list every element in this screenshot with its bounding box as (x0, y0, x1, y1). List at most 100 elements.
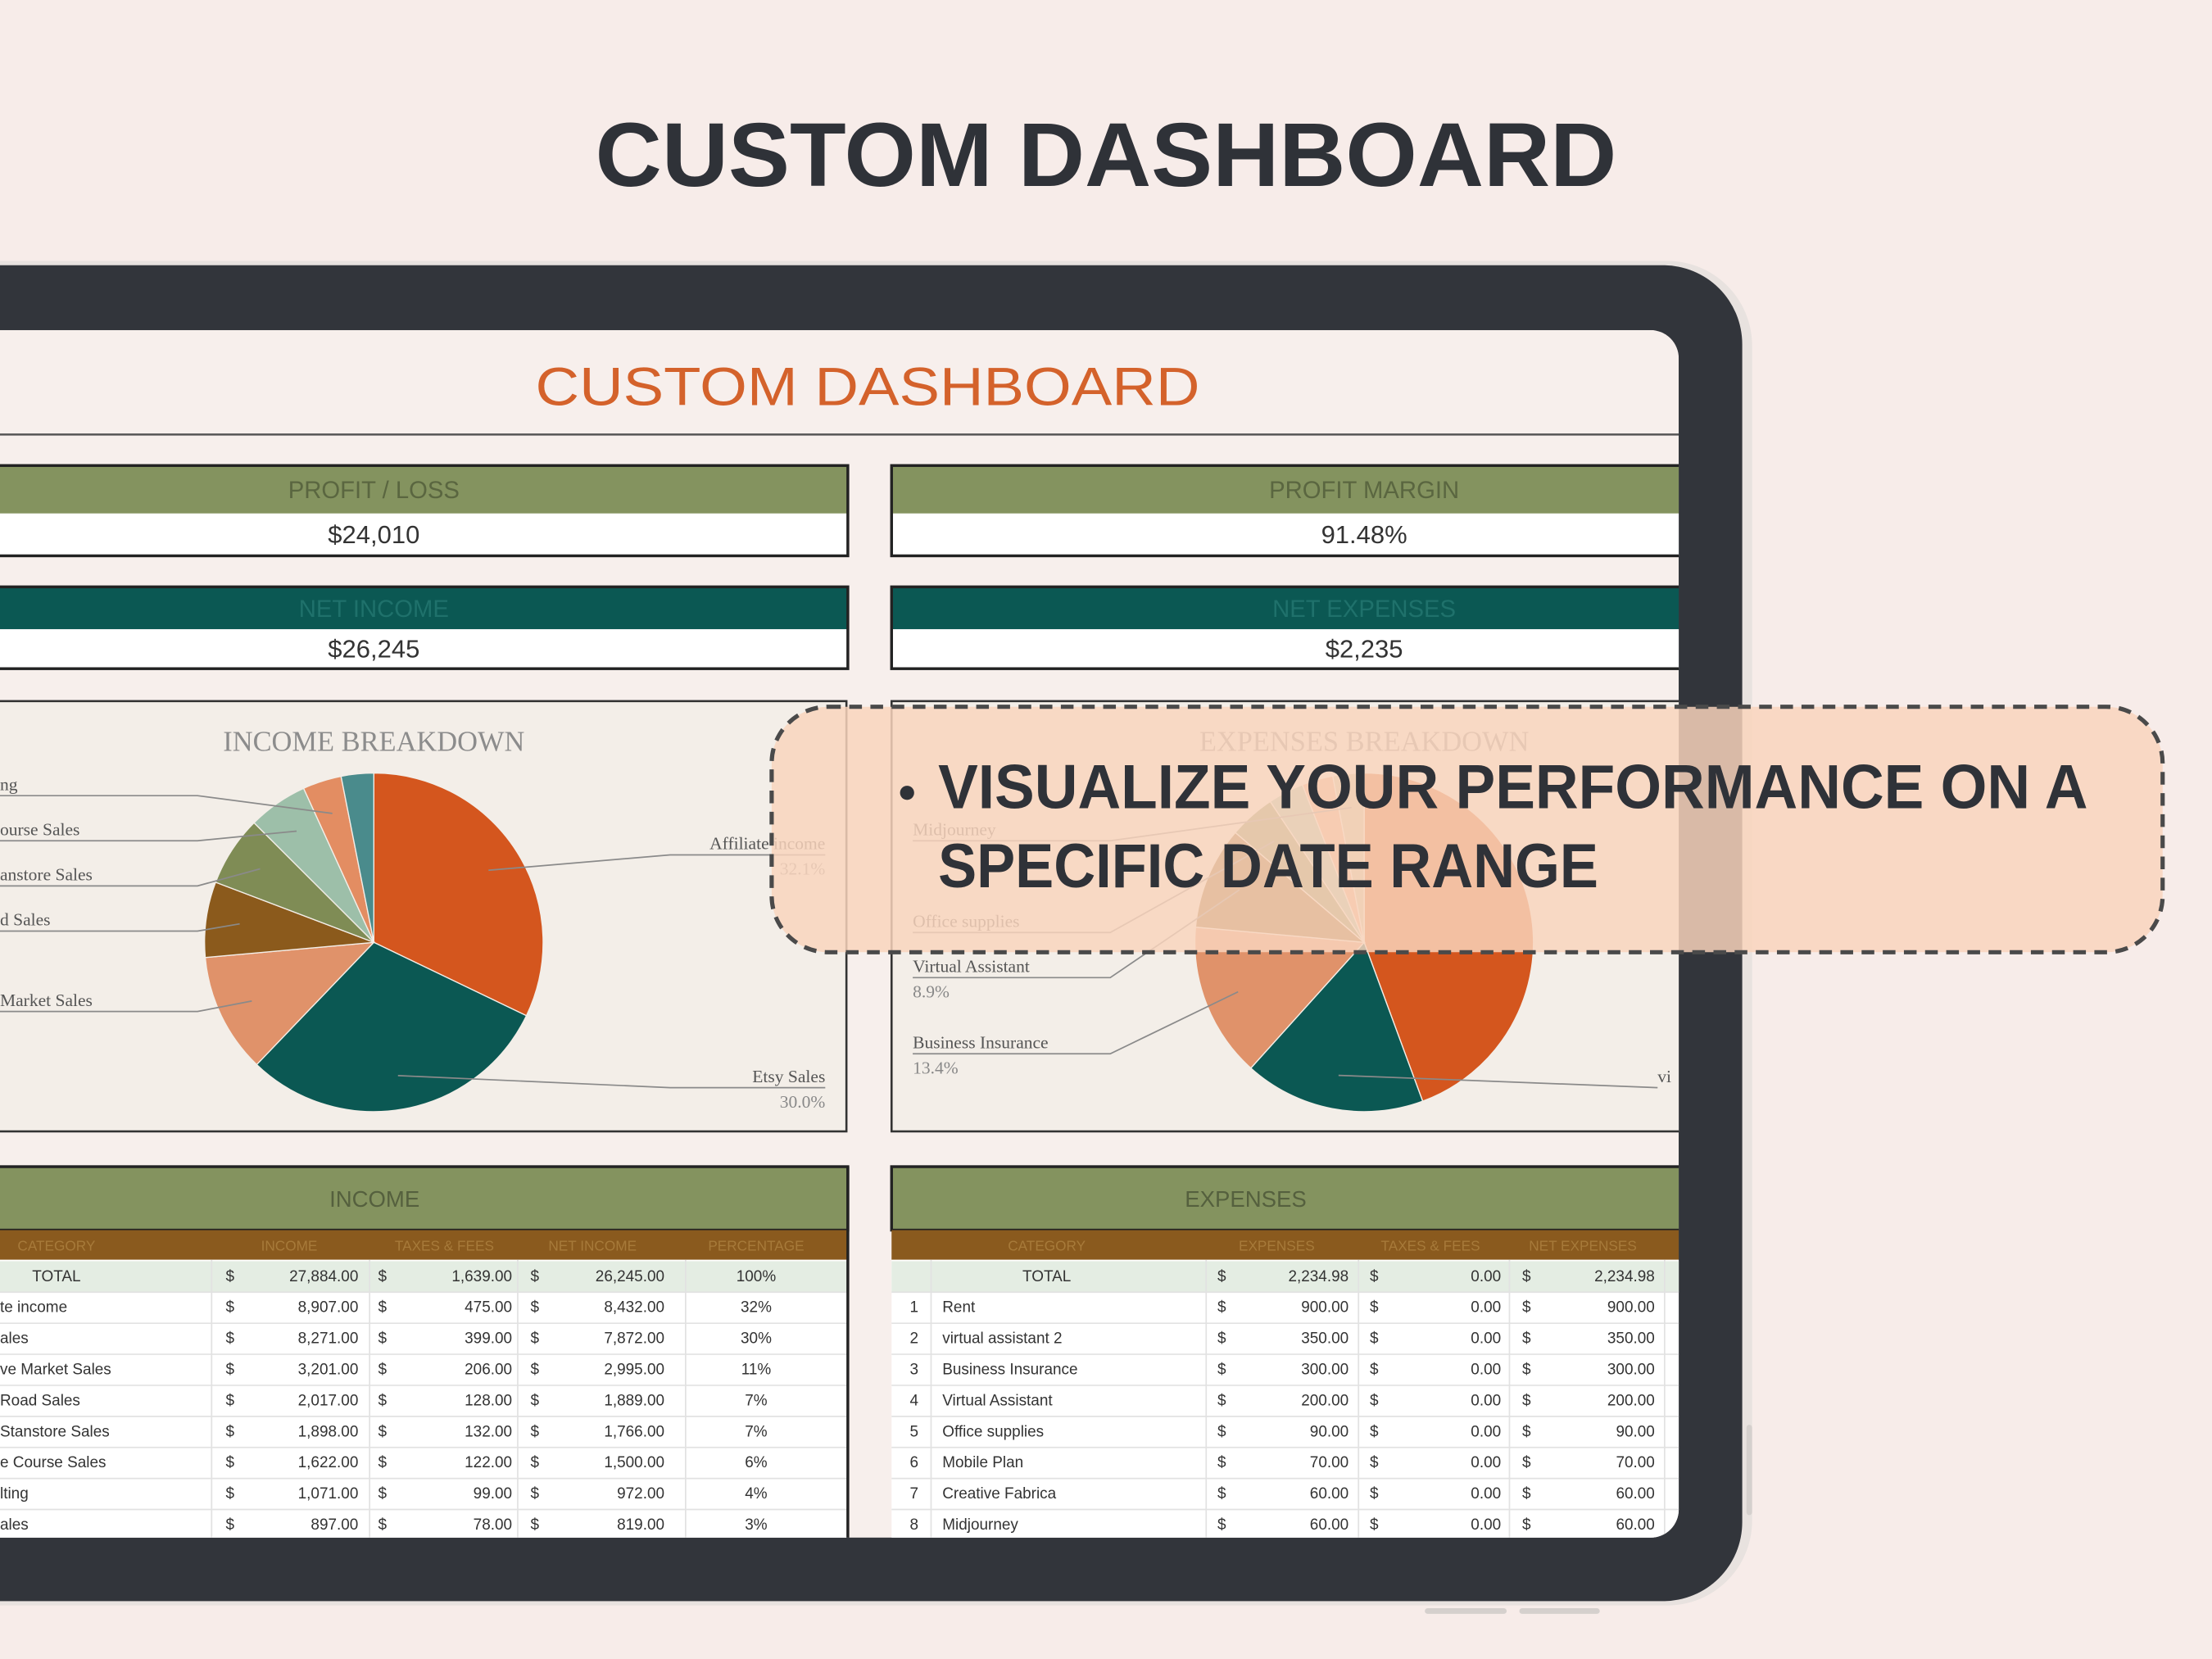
currency-sign: $ (1370, 1423, 1379, 1440)
slice-label: Market Sales (0, 990, 93, 1010)
currency-sign: $ (378, 1330, 387, 1348)
table-cell: 30% (741, 1330, 772, 1348)
currency-sign: $ (530, 1268, 539, 1285)
heading: CUSTOM DASHBOARD (596, 105, 1617, 206)
table-cell: 70.00 (1310, 1454, 1349, 1471)
kpi-value-cell (891, 513, 1679, 556)
table-cell: 90.00 (1310, 1423, 1349, 1440)
currency-sign: $ (1370, 1485, 1379, 1503)
table-cell: Business Insurance (942, 1362, 1077, 1379)
table-cell: 1,766.00 (604, 1423, 664, 1440)
table-cell: 0.00 (1471, 1454, 1501, 1471)
table-cell: 128.00 (465, 1392, 512, 1409)
table-cell: 0.00 (1471, 1299, 1501, 1317)
kpi-border (890, 464, 1679, 558)
table-cell: 60.00 (1616, 1485, 1654, 1503)
table-cell: 0.00 (1471, 1268, 1501, 1285)
slice-label: Etsy Sales (752, 1067, 825, 1086)
currency-sign: $ (1370, 1330, 1379, 1348)
table-cell: 2,017.00 (298, 1392, 359, 1409)
pie-slice (204, 941, 376, 1066)
currency-sign: $ (378, 1299, 387, 1317)
table-cell: 300.00 (1607, 1362, 1655, 1379)
table-cell: 2,234.98 (1288, 1268, 1349, 1285)
callout: VISUALIZE YOUR PERFORMANCE ON A SPECIFIC… (769, 705, 2165, 954)
currency-sign: $ (378, 1392, 387, 1409)
kpi-value: $24,010 (328, 520, 419, 549)
currency-sign: $ (226, 1485, 235, 1503)
table-title: EXPENSES (1185, 1186, 1307, 1212)
table-cell: lting (0, 1485, 29, 1503)
kpi-label: NET INCOME (299, 596, 449, 623)
currency-sign: $ (1370, 1516, 1379, 1534)
table-cell: 206.00 (465, 1362, 512, 1379)
currency-sign: $ (378, 1516, 387, 1534)
table-cell: virtual assistant 2 (942, 1330, 1062, 1348)
kpi-value: $26,245 (328, 635, 419, 664)
currency-sign: $ (1217, 1485, 1226, 1503)
currency-sign: $ (1370, 1268, 1379, 1285)
table-cell: 475.00 (465, 1299, 512, 1317)
table-cell: 8,271.00 (298, 1330, 359, 1348)
currency-sign: $ (1370, 1299, 1379, 1317)
currency-sign: $ (1522, 1454, 1531, 1471)
kpi-border (0, 464, 850, 558)
slice-label: ourse Sales (0, 820, 79, 840)
table-cell: 1,071.00 (298, 1485, 359, 1503)
slice-value-label: 13.4% (913, 1058, 959, 1078)
callout-text: SPECIFIC DATE RANGE (938, 832, 1598, 901)
slice-value-label: 8.9% (913, 982, 950, 1002)
column-header: EXPENSES (1239, 1237, 1315, 1253)
table-cell: TOTAL (1022, 1268, 1071, 1285)
leader-line (1338, 1074, 1658, 1089)
table-cell: 7% (745, 1423, 768, 1440)
table-cell: 350.00 (1607, 1330, 1655, 1348)
bullet (900, 786, 914, 800)
table-cell: 122.00 (465, 1454, 512, 1471)
table-cell: 1,500.00 (604, 1454, 664, 1471)
column-header: TAXES & FEES (1380, 1237, 1480, 1253)
kpi-label: PROFIT / LOSS (288, 478, 460, 504)
kpi-value: 91.48% (1321, 520, 1407, 549)
table-cell: 60.00 (1310, 1516, 1349, 1534)
column-header: NET EXPENSES (1529, 1237, 1637, 1253)
column-header-row (891, 1230, 1679, 1260)
table-cell: 5 (910, 1423, 919, 1440)
table-cell: Rent (942, 1299, 976, 1317)
table-cell: 60.00 (1310, 1485, 1349, 1503)
currency-sign: $ (1522, 1362, 1531, 1379)
currency-sign: $ (1217, 1330, 1226, 1348)
table-cell: 1,898.00 (298, 1423, 359, 1440)
table-cell: 1 (910, 1299, 919, 1317)
pie-slice (256, 941, 528, 1113)
table-cell: 819.00 (617, 1516, 664, 1534)
currency-sign: $ (530, 1454, 539, 1471)
currency-sign: $ (1217, 1516, 1226, 1534)
column-header: PERCENTAGE (708, 1237, 804, 1253)
table-cell: 2,995.00 (604, 1362, 664, 1379)
column-header: INCOME (261, 1237, 318, 1253)
currency-sign: $ (226, 1516, 235, 1534)
table-cell: 0.00 (1471, 1423, 1501, 1440)
currency-sign: $ (226, 1268, 235, 1285)
table-cell: 0.00 (1471, 1392, 1501, 1409)
table-cell: TOTAL (32, 1268, 80, 1285)
table-cell: 897.00 (310, 1516, 358, 1534)
slice-label: d Sales (0, 910, 51, 930)
currency-sign: $ (226, 1454, 235, 1471)
currency-sign: $ (530, 1299, 539, 1317)
currency-sign: $ (530, 1516, 539, 1534)
currency-sign: $ (530, 1362, 539, 1379)
currency-sign: $ (1217, 1268, 1226, 1285)
pie-slice (340, 772, 375, 943)
currency-sign: $ (226, 1362, 235, 1379)
currency-sign: $ (530, 1392, 539, 1409)
table-cell: 900.00 (1301, 1299, 1349, 1317)
kpi-value-cell (891, 628, 1679, 669)
currency-sign: $ (1217, 1362, 1226, 1379)
device-button (1425, 1608, 1507, 1614)
currency-sign: $ (1522, 1330, 1531, 1348)
currency-sign: $ (226, 1330, 235, 1348)
table-cell: 60.00 (1616, 1516, 1654, 1534)
currency-sign: $ (530, 1485, 539, 1503)
